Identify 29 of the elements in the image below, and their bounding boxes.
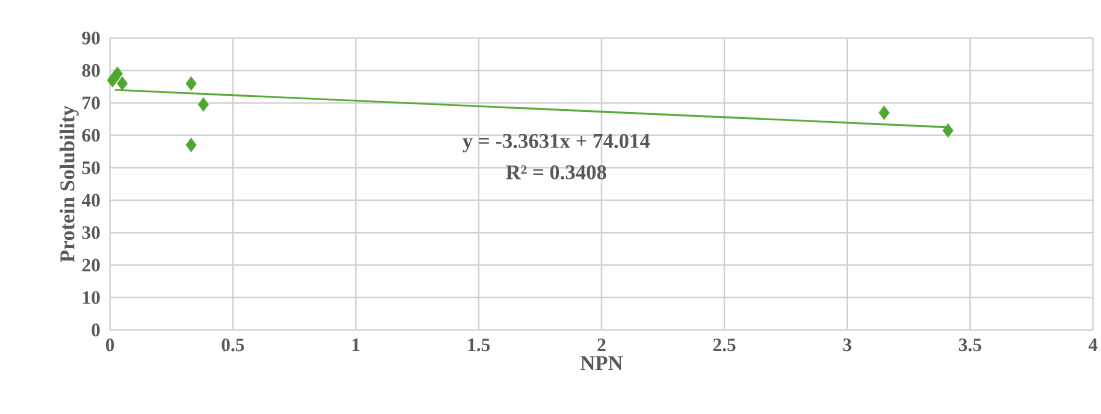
x-tick-label: 2.5 [713,338,736,352]
x-tick-label: 1.5 [468,338,490,352]
x-tick-label: 1 [352,338,360,352]
x-tick-label: 0 [105,338,115,352]
y-tick-label: 0 [91,323,100,337]
y-tick-label: 20 [82,258,100,272]
x-tick-label: 0.5 [221,338,245,352]
y-tick-label: 50 [82,161,100,175]
y-axis-title: Protein Solubility [59,105,79,263]
y-tick-label: 80 [82,64,100,77]
point [116,76,128,91]
point [942,123,954,138]
point [197,97,209,112]
point [185,76,197,91]
x-tick-label: 3.5 [959,338,982,352]
y-tick-label: 90 [82,31,100,45]
y-tick-label: 70 [82,96,100,110]
point [878,105,890,120]
point [185,137,197,153]
y-tick-label: 40 [81,193,100,207]
x-tick-label: 2 [597,338,606,352]
annotation: y = -3.3631x + 74.014 [462,133,650,153]
y-tick-label: 10 [83,291,100,304]
x-tick-label: 4 [1088,338,1098,351]
x-axis-title: NPN [580,356,623,370]
y-tick-label: 60 [82,128,100,142]
annotation: R² = 0.3408 [506,165,607,180]
x-tick-label: 3 [843,338,852,352]
y-tick-label: 30 [82,226,100,240]
